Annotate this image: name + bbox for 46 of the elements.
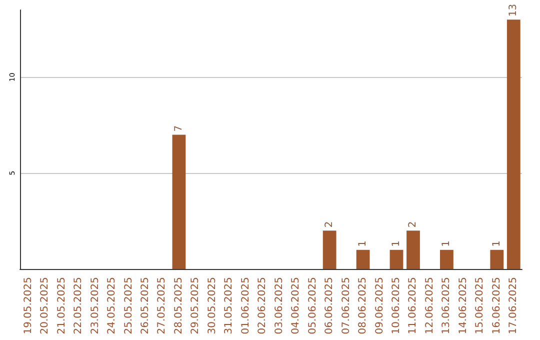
x-tick-label: 23.05.2025 [90,277,101,334]
data-label: 2 [408,221,419,228]
x-tick-label: 09.06.2025 [374,277,386,334]
x-tick-label: 28.05.2025 [173,277,184,334]
bar [356,250,370,269]
bar [322,230,336,269]
bar [506,20,520,269]
x-tick-label: 26.05.2025 [140,277,151,334]
x-tick-label: 08.06.2025 [358,277,369,334]
data-label: 1 [391,240,402,247]
x-tick-label: 22.05.2025 [73,277,84,334]
x-tick-label: 10.06.2025 [391,277,402,334]
x-tick-label: 05.06.2025 [307,277,318,334]
x-tick-label: 25.05.2025 [123,277,134,334]
x-tick-label: 16.06.2025 [491,277,502,334]
data-label: 1 [358,240,369,247]
x-tick-label: 11.06.2025 [408,277,419,334]
bar [172,134,186,269]
data-label: 7 [173,125,184,132]
x-tick-label: 24.05.2025 [106,277,118,334]
x-tick-label: 21.05.2025 [56,277,68,334]
x-tick-label: 30.05.2025 [206,277,218,334]
data-label: 13 [508,4,520,17]
x-tick-label: 02.06.2025 [257,277,268,334]
data-label: 2 [324,221,336,228]
x-tick-label: 13.06.2025 [441,277,452,334]
x-tick-label: 07.06.2025 [340,277,352,334]
data-label: 1 [441,240,452,247]
bar [440,250,454,269]
x-tick-label: 27.05.2025 [156,277,168,334]
x-tick-label: 12.06.2025 [424,277,436,334]
x-tick-label: 06.06.2025 [324,277,336,334]
x-tick-label: 17.06.2025 [508,277,520,334]
x-tick-label: 01.06.2025 [240,277,252,334]
x-tick-label: 15.06.2025 [474,277,486,334]
bar [390,250,404,269]
x-tick-label: 03.06.2025 [274,277,285,334]
x-tick-label: 31.05.2025 [224,277,235,334]
x-tick-label: 20.05.2025 [40,277,51,334]
x-tick-label: 04.06.2025 [290,277,302,334]
x-tick-label: 19.05.2025 [22,277,34,334]
x-tick-label: 29.05.2025 [190,277,202,334]
data-label: 1 [491,240,502,247]
bar [406,230,420,269]
x-tick-label: 14.06.2025 [458,277,469,334]
bar [490,250,504,269]
